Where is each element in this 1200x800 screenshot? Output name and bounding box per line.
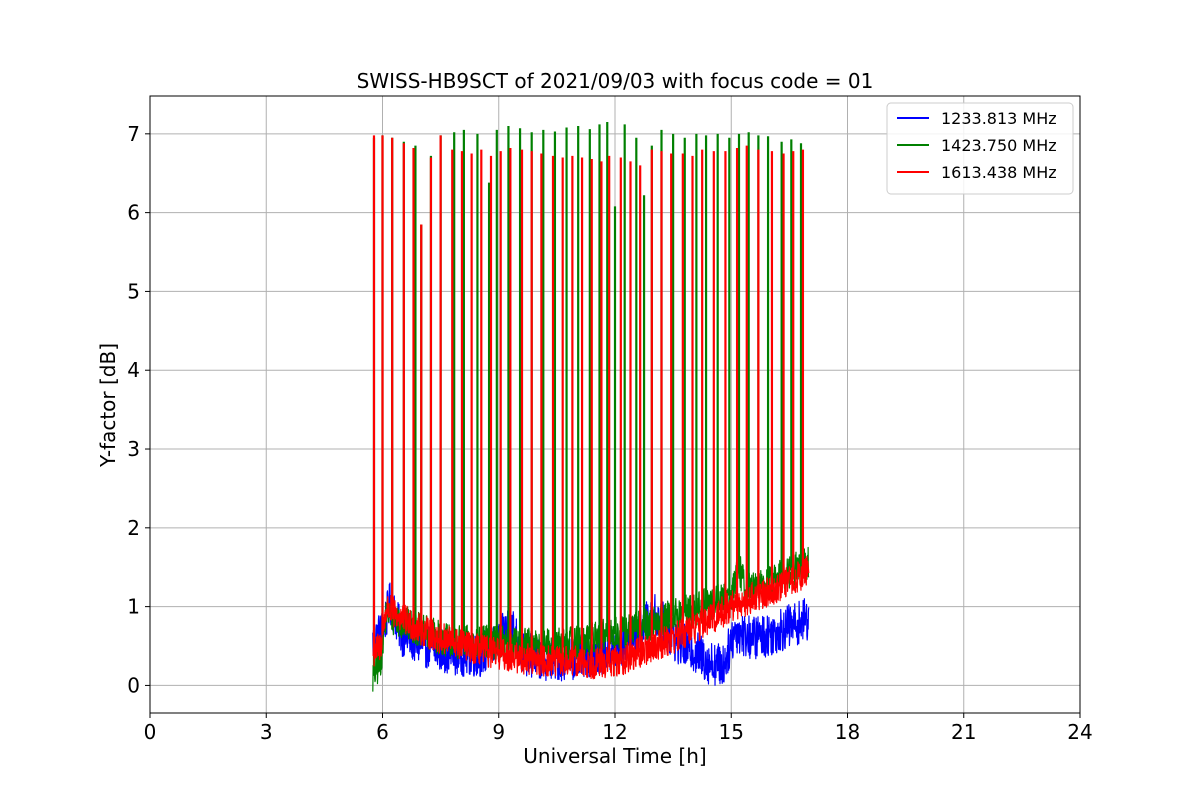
legend-label: 1233.813 MHz xyxy=(941,109,1057,128)
series-2 xyxy=(372,135,810,680)
y-tick-label: 0 xyxy=(127,673,140,697)
legend-box xyxy=(886,102,1074,195)
legend: 1233.813 MHz 1423.750 MHz 1613.438 MHz xyxy=(886,102,1074,195)
x-axis-label: Universal Time [h] xyxy=(523,744,706,768)
y-tick-label: 2 xyxy=(127,516,140,540)
y-tick-label: 7 xyxy=(127,122,140,146)
y-tick-label: 5 xyxy=(127,279,140,303)
x-tick-label: 12 xyxy=(602,720,627,744)
y-axis: 0 1 2 3 4 5 6 7 xyxy=(127,122,150,697)
x-tick-label: 21 xyxy=(951,720,976,744)
x-tick-label: 3 xyxy=(260,720,273,744)
legend-item: 1613.438 MHz xyxy=(897,163,1057,182)
x-axis: 0 3 6 9 12 15 18 21 24 xyxy=(144,713,1093,744)
y-tick-label: 4 xyxy=(127,358,140,382)
legend-item: 1233.813 MHz xyxy=(897,109,1057,128)
x-tick-label: 6 xyxy=(376,720,389,744)
legend-label: 1423.750 MHz xyxy=(941,136,1057,155)
plot-series xyxy=(372,122,810,692)
y-axis-label: Y-factor [dB] xyxy=(96,343,120,468)
chart-title: SWISS-HB9SCT of 2021/09/03 with focus co… xyxy=(357,69,874,93)
x-tick-label: 18 xyxy=(835,720,860,744)
y-tick-label: 6 xyxy=(127,201,140,225)
y-tick-label: 3 xyxy=(127,437,140,461)
x-tick-label: 0 xyxy=(144,720,157,744)
x-tick-label: 9 xyxy=(492,720,505,744)
y-tick-label: 1 xyxy=(127,595,140,619)
legend-item: 1423.750 MHz xyxy=(897,136,1057,155)
x-tick-label: 24 xyxy=(1067,720,1092,744)
legend-label: 1613.438 MHz xyxy=(941,163,1057,182)
x-tick-label: 15 xyxy=(719,720,744,744)
